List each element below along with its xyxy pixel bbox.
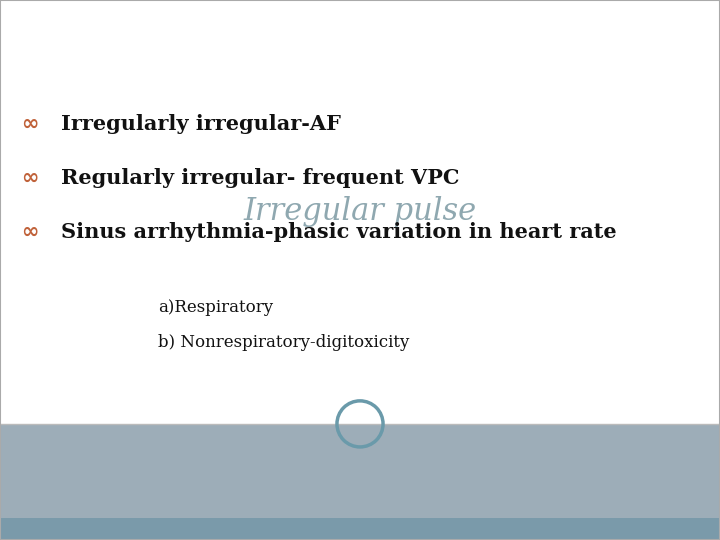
Bar [0, 0, 720, 424]
Bar [0, 518, 720, 540]
Text: Regularly irregular- frequent VPC: Regularly irregular- frequent VPC [61, 168, 459, 188]
Bar [0, 0, 720, 424]
Text: ∞: ∞ [22, 222, 39, 242]
Text: Irregularly irregular-AF: Irregularly irregular-AF [61, 114, 341, 134]
Text: Irregular pulse: Irregular pulse [243, 197, 477, 227]
Text: ∞: ∞ [22, 168, 39, 188]
Text: Sinus arrhythmia-phasic variation in heart rate: Sinus arrhythmia-phasic variation in hea… [61, 222, 617, 242]
Text: ∞: ∞ [22, 114, 39, 134]
Text: b) Nonrespiratory-digitoxicity: b) Nonrespiratory-digitoxicity [158, 334, 410, 352]
Text: a)Respiratory: a)Respiratory [158, 299, 274, 316]
Bar [0, 424, 720, 518]
